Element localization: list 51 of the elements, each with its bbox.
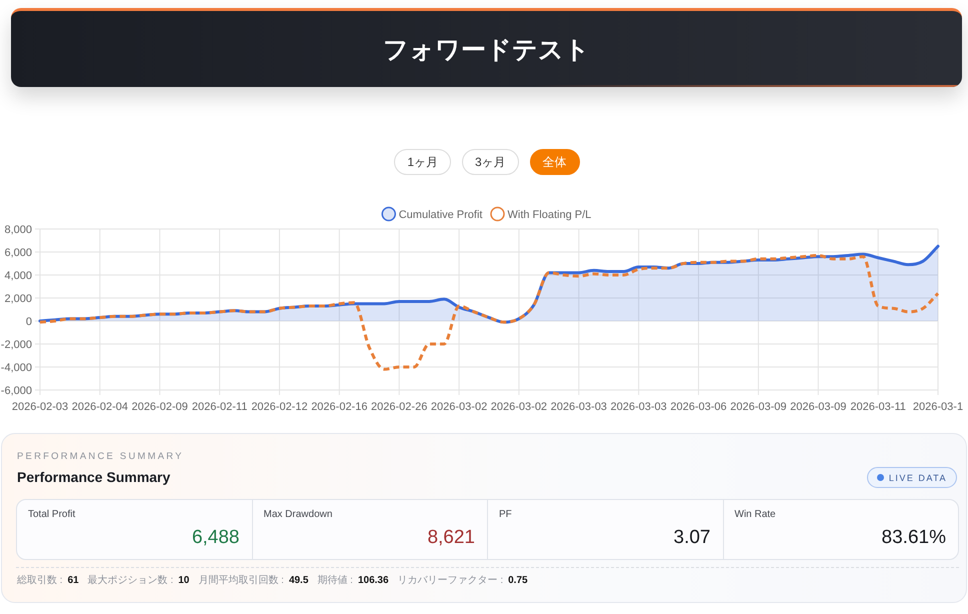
x-tick-label: 2026-03-03 (610, 401, 667, 413)
y-tick-label: 4,000 (4, 270, 32, 282)
text: 月間平均取引回数 : (198, 574, 284, 587)
text: 総取引数 : (17, 574, 63, 587)
text: 3ヶ月 (462, 149, 519, 175)
x-tick-label: 2026-03-1 (912, 401, 964, 413)
x-tick-label: 2026-02-09 (132, 401, 188, 413)
legend-label: Cumulative Profit (398, 209, 482, 221)
text: 1ヶ月 (394, 149, 451, 175)
text: 61 (68, 574, 79, 586)
text: Performance Summary (17, 469, 170, 485)
y-tick-label: -6,000 (0, 385, 32, 397)
x-tick-label: 2026-03-09 (790, 401, 846, 413)
text: 106.36 (358, 574, 389, 586)
x-tick-label: 2026-02-12 (251, 401, 308, 413)
y-tick-label: 6,000 (4, 247, 32, 259)
text: リカバリーファクター : (398, 574, 504, 587)
text: Total Profit (28, 509, 76, 520)
text: PF (499, 509, 512, 520)
x-tick-label: 2026-03-11 (850, 401, 906, 413)
x-tick-label: 2026-03-02 (430, 401, 488, 413)
x-tick-label: 2026-02-16 (311, 401, 368, 413)
y-tick-label: 8,000 (4, 224, 32, 236)
text: 10 (178, 574, 190, 586)
y-tick-label: 0 (26, 316, 32, 328)
text: 49.5 (288, 574, 308, 586)
x-tick-label: 2026-03-02 (490, 401, 548, 413)
text: Max Drawdown (264, 509, 332, 520)
text: 期待値 : (317, 574, 353, 587)
y-tick-label: 2,000 (4, 293, 32, 305)
text: 最大ポジション数 : (88, 574, 174, 587)
x-tick-label: 2026-02-04 (72, 401, 128, 413)
legend-label: With Floating P/L (508, 209, 592, 221)
text: 0.75 (508, 574, 528, 586)
text: 8,621 (427, 527, 475, 549)
text: 全体 (530, 149, 580, 175)
text: PERFORMANCE SUMMARY (17, 451, 184, 462)
y-tick-label: -4,000 (0, 362, 32, 374)
x-tick-label: 2026-03-03 (550, 401, 607, 413)
x-tick-label: 2026-02-26 (371, 401, 428, 413)
chart-title: フォワードテスト (11, 11, 962, 87)
x-tick-label: 2026-03-06 (670, 401, 727, 413)
x-tick-label: 2026-02-11 (192, 401, 248, 413)
text: 3.07 (674, 527, 710, 549)
text: 83.61% (882, 527, 946, 549)
x-tick-label: 2026-03-09 (730, 401, 787, 413)
x-tick-label: 2026-02-03 (12, 401, 68, 413)
text: Win Rate (734, 509, 776, 520)
text: 6,488 (192, 527, 240, 549)
text: LIVE DATA (888, 472, 947, 482)
y-tick-label: -2,000 (0, 339, 32, 351)
